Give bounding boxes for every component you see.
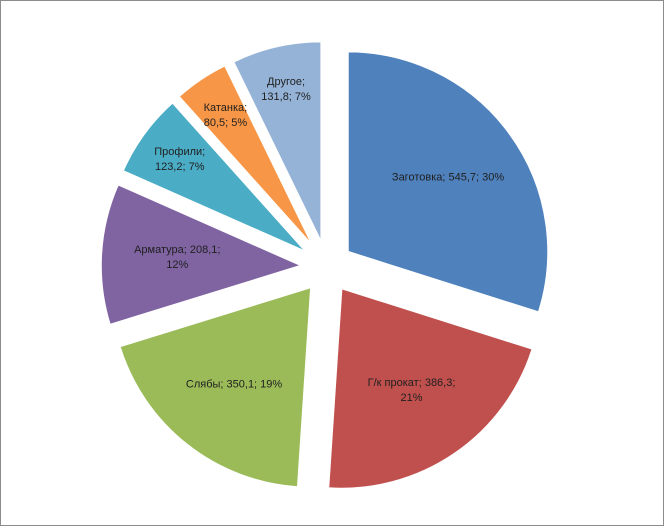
pie-slice <box>122 101 307 253</box>
data-label: Другое; 131,8; 7% <box>261 75 311 103</box>
data-label: Г/к прокат; 386,3; 21% <box>367 376 456 404</box>
data-label: Профили; 123,2; 7% <box>154 146 206 174</box>
data-label: Заготовка; 545,7; 30% <box>391 171 505 184</box>
pie-slice <box>232 40 322 242</box>
pie-slice <box>177 64 314 246</box>
data-label: Катанка; 80,5; 5% <box>203 101 248 129</box>
data-label: Арматура; 208,1; 12% <box>134 244 221 272</box>
pie-slice <box>118 286 312 488</box>
pie-slice <box>347 50 549 314</box>
pie-slice <box>100 183 304 326</box>
pie-slice <box>327 287 534 490</box>
data-label: Слябы; 350,1; 19% <box>185 378 283 391</box>
